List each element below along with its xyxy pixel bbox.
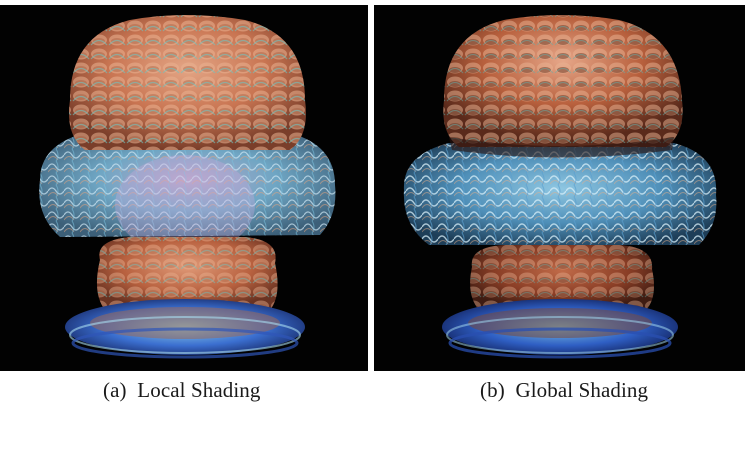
mushroom-render-image [0,5,368,371]
subfigure-caption-a: (a) Local Shading [103,378,261,402]
figure-panel-local-shading [0,5,368,371]
figure-panel-global-shading [374,5,745,371]
mushroom-render-image [374,5,745,371]
subfigure-caption-b: (b) Global Shading [480,378,649,402]
